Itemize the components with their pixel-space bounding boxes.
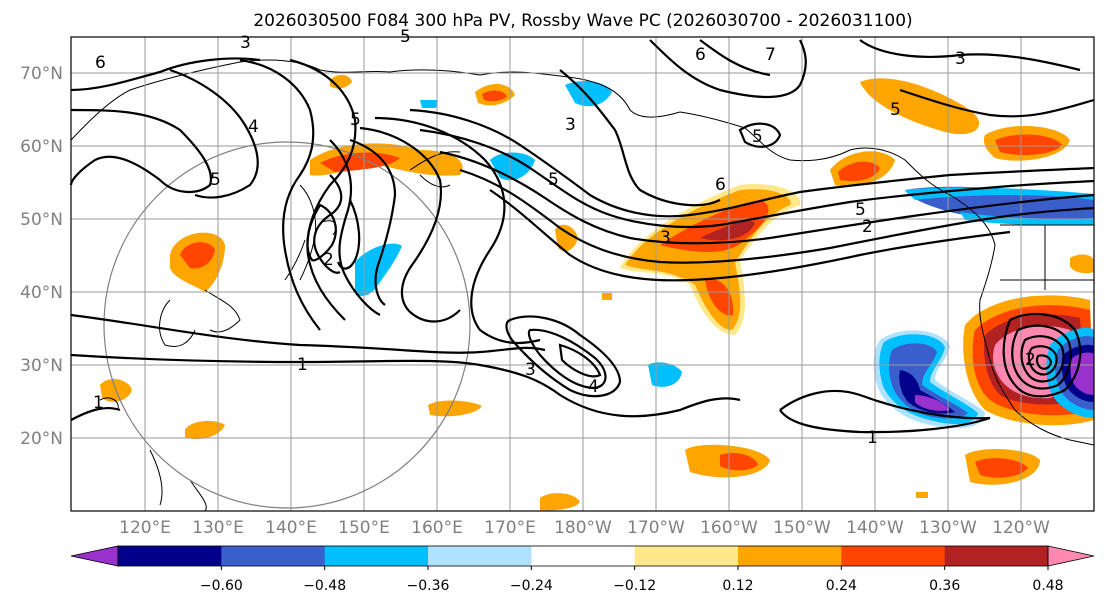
colorbar-segment xyxy=(118,546,222,566)
lat-label: 40°N xyxy=(20,283,63,303)
colorbar-extend-high xyxy=(1047,545,1095,567)
lon-label: 130°W xyxy=(919,518,977,538)
latitude-labels: 70°N 60°N 50°N 40°N 30°N 20°N xyxy=(20,64,63,449)
longitude-labels: 120°E 130°E 140°E 150°E 160°E 170°E 180°… xyxy=(119,518,1050,538)
lon-label: 170°W xyxy=(627,518,685,538)
great-circle-outline xyxy=(103,141,471,509)
contour-label: 1 xyxy=(297,355,308,375)
contour-label: 5 xyxy=(890,100,901,120)
colorbar: −0.60 −0.48 −0.36 −0.24 −0.12 0.12 0.24 0.36 0.4… xyxy=(70,545,1095,594)
contour-label: 3 xyxy=(240,33,251,53)
lat-label: 50°N xyxy=(20,210,63,230)
contour-label: 5 xyxy=(548,170,559,190)
colorbar-segment xyxy=(841,546,946,566)
colorbar-border xyxy=(117,545,1049,567)
colorbar-tick-label: 0.24 xyxy=(826,578,857,594)
colorbar-tick-label: 0.12 xyxy=(722,578,753,594)
contour-label: 5 xyxy=(350,110,361,130)
negative-anomaly xyxy=(355,80,1094,429)
contour-label: 5 xyxy=(752,127,763,147)
contour-label: 5 xyxy=(210,170,221,190)
contour-label: 2 xyxy=(323,250,334,270)
map-border xyxy=(70,36,1095,512)
colorbar-tick-label: −0.12 xyxy=(613,578,656,594)
lon-label: 140°W xyxy=(846,518,904,538)
lon-label: 180°W xyxy=(554,518,612,538)
contour-label: 4 xyxy=(248,117,259,137)
colorbar-tick-label: −0.60 xyxy=(200,578,243,594)
lon-label: 140°E xyxy=(265,518,317,538)
lat-label: 20°N xyxy=(20,429,63,449)
colorbar-segment xyxy=(944,546,1049,566)
colorbar-segment xyxy=(428,546,532,566)
graticule xyxy=(71,37,1094,511)
colorbar-tick-label: −0.36 xyxy=(407,578,450,594)
colorbar-segment xyxy=(531,546,636,566)
lat-label: 30°N xyxy=(20,356,63,376)
contour-label: 6 xyxy=(695,45,706,65)
pv-contours xyxy=(69,39,1095,434)
colorbar-tick-label: 0.36 xyxy=(929,578,960,594)
lat-label: 70°N xyxy=(20,64,63,84)
lon-label: 150°E xyxy=(338,518,390,538)
colorbar-segment xyxy=(324,546,429,566)
contour-label: 3 xyxy=(660,228,671,248)
lon-label: 120°W xyxy=(992,518,1050,538)
contour-label: 6 xyxy=(95,53,106,73)
lon-label: 160°E xyxy=(411,518,463,538)
colorbar-segment xyxy=(634,546,739,566)
colorbar-tick-label: 0.48 xyxy=(1032,578,1063,594)
contour-label: 5 xyxy=(855,200,866,220)
colorbar-tick-label: −0.24 xyxy=(510,578,553,594)
lon-label: 160°W xyxy=(700,518,758,538)
contour-labels: 6 5 4 5 5 3 5 5 3 6 7 5 2 3 6 2 1 3 4 3 … xyxy=(93,27,1036,448)
contour-label: 7 xyxy=(765,45,776,65)
lon-label: 120°E xyxy=(119,518,171,538)
lon-label: 130°E xyxy=(192,518,244,538)
contour-label: 1 xyxy=(93,393,104,413)
colorbar-segment xyxy=(221,546,326,566)
lat-label: 60°N xyxy=(20,137,63,157)
contour-label: 3 xyxy=(955,49,966,69)
contour-label: 3 xyxy=(525,360,536,380)
contour-label: 6 xyxy=(715,175,726,195)
contour-label: 2 xyxy=(862,217,873,237)
lon-label: 170°E xyxy=(484,518,536,538)
colorbar-tick-label: −0.48 xyxy=(303,578,346,594)
map-title: 2026030500 F084 300 hPa PV, Rossby Wave … xyxy=(253,11,912,31)
contour-label: 3 xyxy=(565,115,576,135)
colorbar-extend-low xyxy=(70,545,119,567)
contour-label: 1 xyxy=(867,428,878,448)
lon-label: 150°W xyxy=(773,518,831,538)
colorbar-segment xyxy=(738,546,842,566)
contour-label: 2 xyxy=(1025,350,1036,370)
contour-label: 4 xyxy=(588,377,599,397)
